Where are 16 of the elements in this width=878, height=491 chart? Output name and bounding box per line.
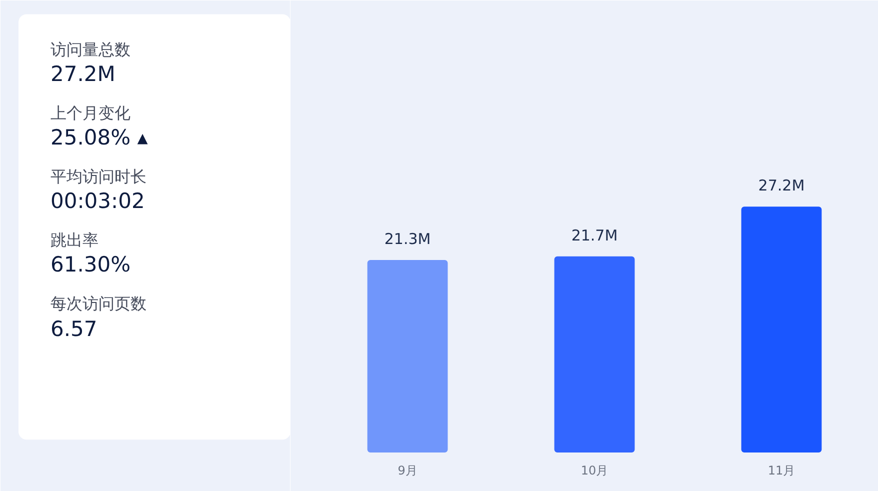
data-label: 27.2M	[758, 176, 805, 195]
text: 每次访问页数	[50, 294, 146, 313]
text: 25.08% ▴	[50, 126, 148, 150]
x-tick-label: 9月	[398, 464, 418, 478]
text: 6.57	[50, 317, 98, 342]
x-tick-label: 11月	[768, 464, 796, 478]
text: 访问量总数	[50, 40, 130, 59]
data-label: 21.7M	[571, 226, 618, 244]
text: 上个月变化	[50, 103, 130, 122]
text: 跳出率	[50, 230, 98, 250]
text: 27.2M	[50, 62, 116, 86]
text: 61.30%	[50, 252, 131, 277]
x-tick-label: 10月	[580, 464, 608, 478]
text: 00:03:02	[50, 189, 145, 214]
data-label: 21.3M	[384, 230, 431, 248]
text: 平均访问时长	[50, 166, 146, 186]
